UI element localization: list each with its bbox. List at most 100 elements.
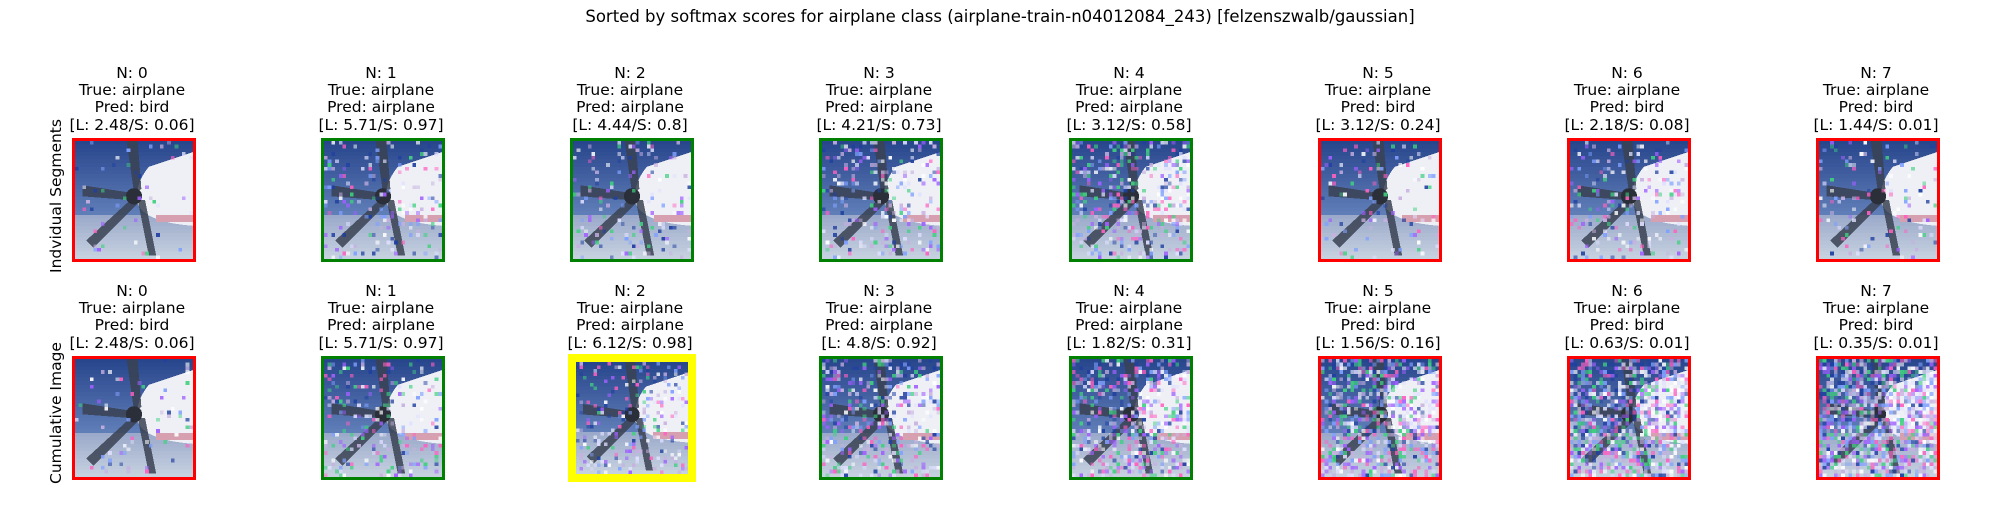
caption-scores: [L: 2.48/S: 0.06]: [37, 335, 227, 352]
airplane-thumbnail: [75, 141, 193, 259]
airplane-thumbnail: [324, 141, 442, 259]
caption-pred: Pred: airplane: [286, 317, 476, 334]
panel-image-frame-correct: [1069, 138, 1193, 262]
airplane-thumbnail: [324, 359, 442, 477]
panel-image-frame-correct: [570, 138, 694, 262]
airplane-thumbnail: [1819, 359, 1937, 477]
caption-scores: [L: 5.71/S: 0.97]: [286, 117, 476, 134]
caption-scores: [L: 6.12/S: 0.98]: [535, 335, 725, 352]
caption-scores: [L: 2.48/S: 0.06]: [37, 117, 227, 134]
caption-n: N: 5: [1283, 283, 1473, 300]
panel-image-frame-incorrect: [1318, 138, 1442, 262]
caption-pred: Pred: bird: [1532, 317, 1722, 334]
caption-true: True: airplane: [37, 82, 227, 99]
panel-image-frame-incorrect: [72, 356, 196, 480]
airplane-thumbnail: [1819, 141, 1937, 259]
caption-n: N: 3: [784, 283, 974, 300]
caption-n: N: 7: [1781, 283, 1971, 300]
airplane-thumbnail: [822, 359, 940, 477]
panel-image-frame-best: [568, 354, 696, 482]
caption-n: N: 7: [1781, 65, 1971, 82]
caption-scores: [L: 1.44/S: 0.01]: [1781, 117, 1971, 134]
caption-pred: Pred: bird: [1283, 99, 1473, 116]
caption-n: N: 4: [1034, 65, 1224, 82]
caption-true: True: airplane: [1283, 82, 1473, 99]
panel-image-frame-incorrect: [1318, 356, 1442, 480]
caption-pred: Pred: airplane: [784, 317, 974, 334]
caption-n: N: 1: [286, 65, 476, 82]
panel-image-frame-incorrect: [1567, 356, 1691, 480]
caption-pred: Pred: airplane: [1034, 99, 1224, 116]
airplane-thumbnail: [75, 359, 193, 477]
caption-scores: [L: 5.71/S: 0.97]: [286, 335, 476, 352]
caption-n: N: 2: [535, 283, 725, 300]
caption-scores: [L: 2.18/S: 0.08]: [1532, 117, 1722, 134]
caption-true: True: airplane: [784, 82, 974, 99]
panel-image-frame-correct: [1069, 356, 1193, 480]
caption-pred: Pred: bird: [1283, 317, 1473, 334]
caption-pred: Pred: airplane: [535, 317, 725, 334]
panel-image-frame-correct: [819, 356, 943, 480]
caption-n: N: 1: [286, 283, 476, 300]
caption-pred: Pred: airplane: [535, 99, 725, 116]
panel-image-frame-correct: [321, 138, 445, 262]
caption-pred: Pred: bird: [1781, 317, 1971, 334]
caption-scores: [L: 4.44/S: 0.8]: [535, 117, 725, 134]
airplane-thumbnail: [822, 141, 940, 259]
figure-title: Sorted by softmax scores for airplane cl…: [0, 7, 2000, 27]
panel-image-frame-incorrect: [72, 138, 196, 262]
caption-true: True: airplane: [1532, 300, 1722, 317]
caption-pred: Pred: airplane: [784, 99, 974, 116]
caption-n: N: 0: [37, 283, 227, 300]
panel-image-frame-incorrect: [1816, 138, 1940, 262]
caption-true: True: airplane: [1034, 82, 1224, 99]
caption-n: N: 0: [37, 65, 227, 82]
panel-image-frame-incorrect: [1567, 138, 1691, 262]
caption-n: N: 2: [535, 65, 725, 82]
caption-true: True: airplane: [535, 82, 725, 99]
caption-scores: [L: 1.82/S: 0.31]: [1034, 335, 1224, 352]
caption-scores: [L: 3.12/S: 0.24]: [1283, 117, 1473, 134]
caption-n: N: 6: [1532, 283, 1722, 300]
caption-true: True: airplane: [1781, 300, 1971, 317]
caption-n: N: 4: [1034, 283, 1224, 300]
caption-true: True: airplane: [784, 300, 974, 317]
airplane-thumbnail: [576, 362, 688, 474]
caption-true: True: airplane: [1283, 300, 1473, 317]
caption-true: True: airplane: [1781, 82, 1971, 99]
airplane-thumbnail: [1570, 141, 1688, 259]
caption-scores: [L: 0.63/S: 0.01]: [1532, 335, 1722, 352]
caption-pred: Pred: bird: [37, 99, 227, 116]
caption-pred: Pred: airplane: [1034, 317, 1224, 334]
airplane-thumbnail: [1321, 359, 1439, 477]
panel-image-frame-correct: [819, 138, 943, 262]
caption-true: True: airplane: [1034, 300, 1224, 317]
caption-scores: [L: 1.56/S: 0.16]: [1283, 335, 1473, 352]
airplane-thumbnail: [1570, 359, 1688, 477]
panel-image-frame-correct: [321, 356, 445, 480]
caption-n: N: 6: [1532, 65, 1722, 82]
caption-pred: Pred: bird: [37, 317, 227, 334]
caption-true: True: airplane: [286, 300, 476, 317]
caption-true: True: airplane: [1532, 82, 1722, 99]
caption-pred: Pred: bird: [1781, 99, 1971, 116]
airplane-thumbnail: [1321, 141, 1439, 259]
airplane-thumbnail: [1072, 359, 1190, 477]
caption-scores: [L: 3.12/S: 0.58]: [1034, 117, 1224, 134]
caption-n: N: 3: [784, 65, 974, 82]
